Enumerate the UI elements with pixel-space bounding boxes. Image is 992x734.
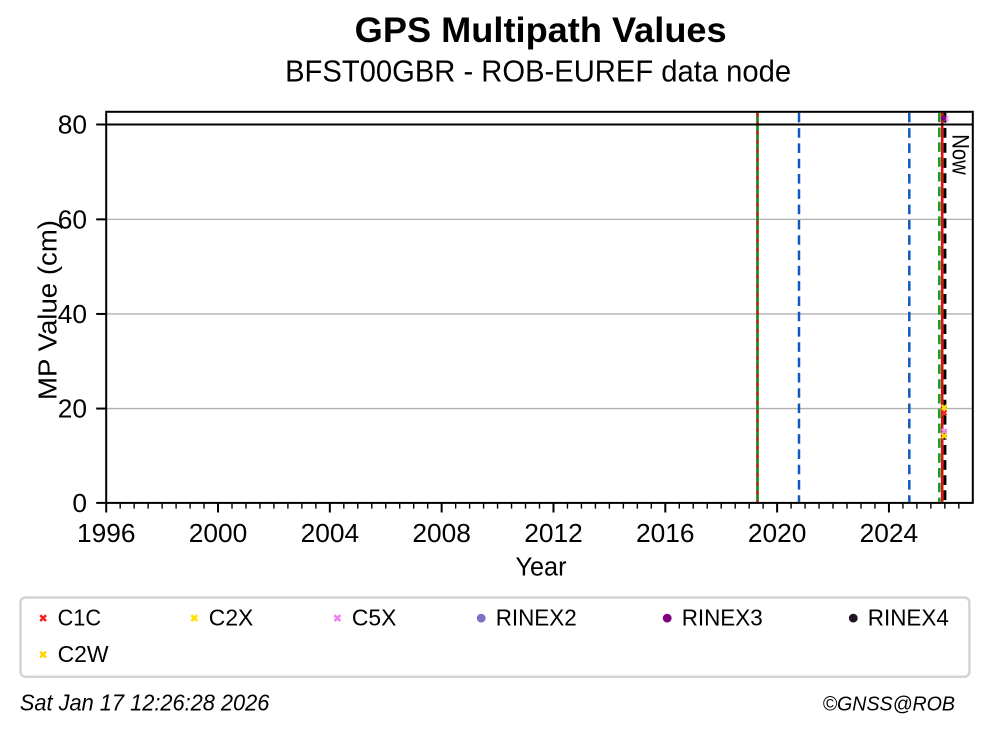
svg-text:2004: 2004 (301, 518, 360, 548)
svg-text:2020: 2020 (748, 518, 807, 548)
svg-text:1996: 1996 (77, 518, 136, 548)
svg-text:2016: 2016 (636, 518, 695, 548)
svg-text:Year: Year (516, 552, 567, 582)
svg-text:60: 60 (58, 204, 87, 234)
svg-text:2000: 2000 (189, 518, 248, 548)
svg-text:MP Value (cm): MP Value (cm) (33, 220, 63, 400)
svg-text:Now: Now (947, 134, 973, 175)
svg-text:RINEX2: RINEX2 (496, 604, 577, 630)
svg-text:C5X: C5X (352, 604, 397, 630)
svg-text:0: 0 (72, 488, 87, 518)
svg-text:Sat Jan 17 12:26:28 2026: Sat Jan 17 12:26:28 2026 (20, 690, 270, 716)
svg-text:80: 80 (58, 110, 87, 140)
svg-text:2024: 2024 (860, 518, 919, 548)
svg-text:RINEX4: RINEX4 (868, 604, 949, 630)
svg-text:2008: 2008 (412, 518, 471, 548)
svg-text:C2X: C2X (209, 604, 254, 630)
svg-text:C2W: C2W (58, 641, 109, 667)
svg-text:40: 40 (58, 299, 87, 329)
svg-text:GPS Multipath Values: GPS Multipath Values (355, 11, 727, 50)
svg-text:BFST00GBR - ROB-EUREF data nod: BFST00GBR - ROB-EUREF data node (285, 54, 791, 88)
svg-text:©GNSS@ROB: ©GNSS@ROB (823, 693, 955, 716)
svg-text:2012: 2012 (524, 518, 583, 548)
svg-text:C1C: C1C (58, 604, 102, 630)
svg-text:RINEX3: RINEX3 (682, 604, 763, 630)
svg-text:20: 20 (58, 394, 87, 424)
